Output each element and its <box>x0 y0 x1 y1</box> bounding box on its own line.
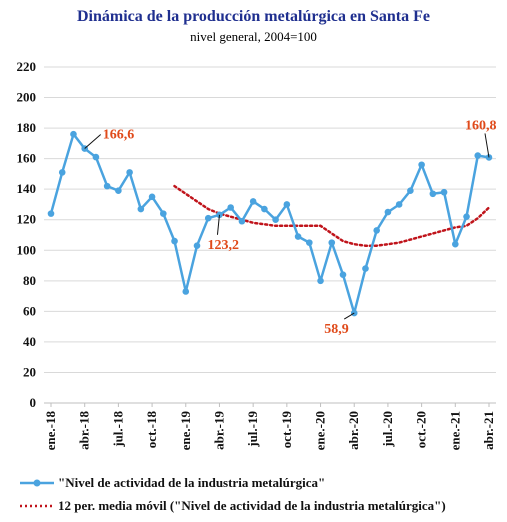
y-tick-label: 180 <box>17 120 37 135</box>
data-point <box>182 288 190 295</box>
data-point <box>294 233 302 240</box>
y-tick-label: 160 <box>17 151 37 166</box>
annotation-leader <box>84 134 102 149</box>
data-point <box>171 237 178 245</box>
data-point <box>339 271 347 279</box>
x-tick-label: ene.-20 <box>313 411 328 450</box>
data-point <box>384 208 392 216</box>
data-point <box>463 213 470 220</box>
data-point <box>440 188 448 196</box>
x-tick-label: ene.-19 <box>178 411 193 451</box>
annotation-leader <box>343 312 355 320</box>
data-point <box>47 210 55 217</box>
data-point <box>362 265 369 272</box>
y-tick-label: 60 <box>23 303 36 318</box>
annotation-label: 166,6 <box>103 128 135 143</box>
legend-marker-series-1 <box>33 479 41 487</box>
annotation-label: 58,9 <box>324 322 349 337</box>
data-point <box>103 182 111 190</box>
data-point <box>418 161 425 169</box>
data-point <box>452 240 459 248</box>
data-point <box>58 169 66 176</box>
x-tick-label: ene.-21 <box>447 411 462 450</box>
x-tick-label: abr.-18 <box>77 411 92 450</box>
legend-label-series-2: 12 per. media móvil ("Nivel de actividad… <box>58 498 446 513</box>
x-tick-label: abr.-20 <box>346 411 361 450</box>
activity-level-line <box>49 132 490 315</box>
x-tick-label: ene.-18 <box>43 411 58 451</box>
y-tick-label: 40 <box>23 334 36 349</box>
legend-label-series-1: "Nivel de actividad de la industria meta… <box>58 475 325 490</box>
data-point <box>193 242 201 249</box>
data-point <box>160 210 167 217</box>
data-point <box>70 130 77 138</box>
x-tick-label: oct.-20 <box>414 411 429 448</box>
y-tick-label: 80 <box>23 273 36 288</box>
y-tick-label: 140 <box>17 181 37 196</box>
y-tick-label: 200 <box>17 90 37 105</box>
x-tick-label: jul.-19 <box>245 411 260 448</box>
y-tick-label: 100 <box>17 242 37 257</box>
y-axis: 0 20 40 60 80 100 120 140 160 180 200 220 <box>17 59 37 410</box>
annotation-leader <box>216 214 220 235</box>
annotation-label: 160,8 <box>465 118 497 133</box>
x-tick-label: jul.-20 <box>380 411 395 448</box>
x-tick-label: oct.-18 <box>144 411 159 449</box>
data-point <box>137 205 145 213</box>
annotations-layer: 166,6 123,2 58,9 160,8 <box>84 118 497 337</box>
data-point <box>92 153 100 161</box>
annotation-leader <box>484 133 490 158</box>
grid-lines <box>44 66 496 404</box>
x-tick-label: abr.-19 <box>211 411 226 450</box>
chart-title: Dinámica de la producción metalúrgica en… <box>76 8 431 25</box>
data-point <box>148 193 156 201</box>
data-point <box>395 201 403 208</box>
x-tick-label: abr.-21 <box>481 411 496 450</box>
x-axis: ene.-18 abr.-18 jul.-18 oct.-18 ene.-19 abr.-… <box>43 403 496 450</box>
data-point <box>373 227 380 234</box>
x-tick-label: jul.-18 <box>110 411 125 448</box>
data-point <box>261 205 268 213</box>
data-point <box>306 239 313 246</box>
data-point <box>249 198 257 205</box>
data-point <box>429 190 437 198</box>
series-layer <box>47 130 493 317</box>
y-tick-label: 20 <box>23 364 36 379</box>
data-point <box>227 204 234 211</box>
data-point <box>204 214 212 222</box>
y-tick-label: 0 <box>30 395 37 410</box>
data-point <box>328 239 336 246</box>
y-tick-label: 120 <box>17 212 37 227</box>
data-point <box>272 216 279 224</box>
data-point <box>238 217 246 225</box>
moving-average-line <box>173 184 491 247</box>
data-point <box>283 201 291 208</box>
legend: "Nivel de actividad de la industria meta… <box>20 475 446 513</box>
data-point <box>474 152 482 159</box>
chart-subtitle: nivel general, 2004=100 <box>190 29 317 44</box>
data-point <box>407 187 414 195</box>
data-point <box>317 277 324 285</box>
data-point <box>115 187 122 195</box>
data-point <box>126 169 133 176</box>
annotation-label: 123,2 <box>207 238 239 253</box>
y-tick-label: 220 <box>17 59 37 74</box>
x-tick-label: oct.-19 <box>279 411 294 449</box>
